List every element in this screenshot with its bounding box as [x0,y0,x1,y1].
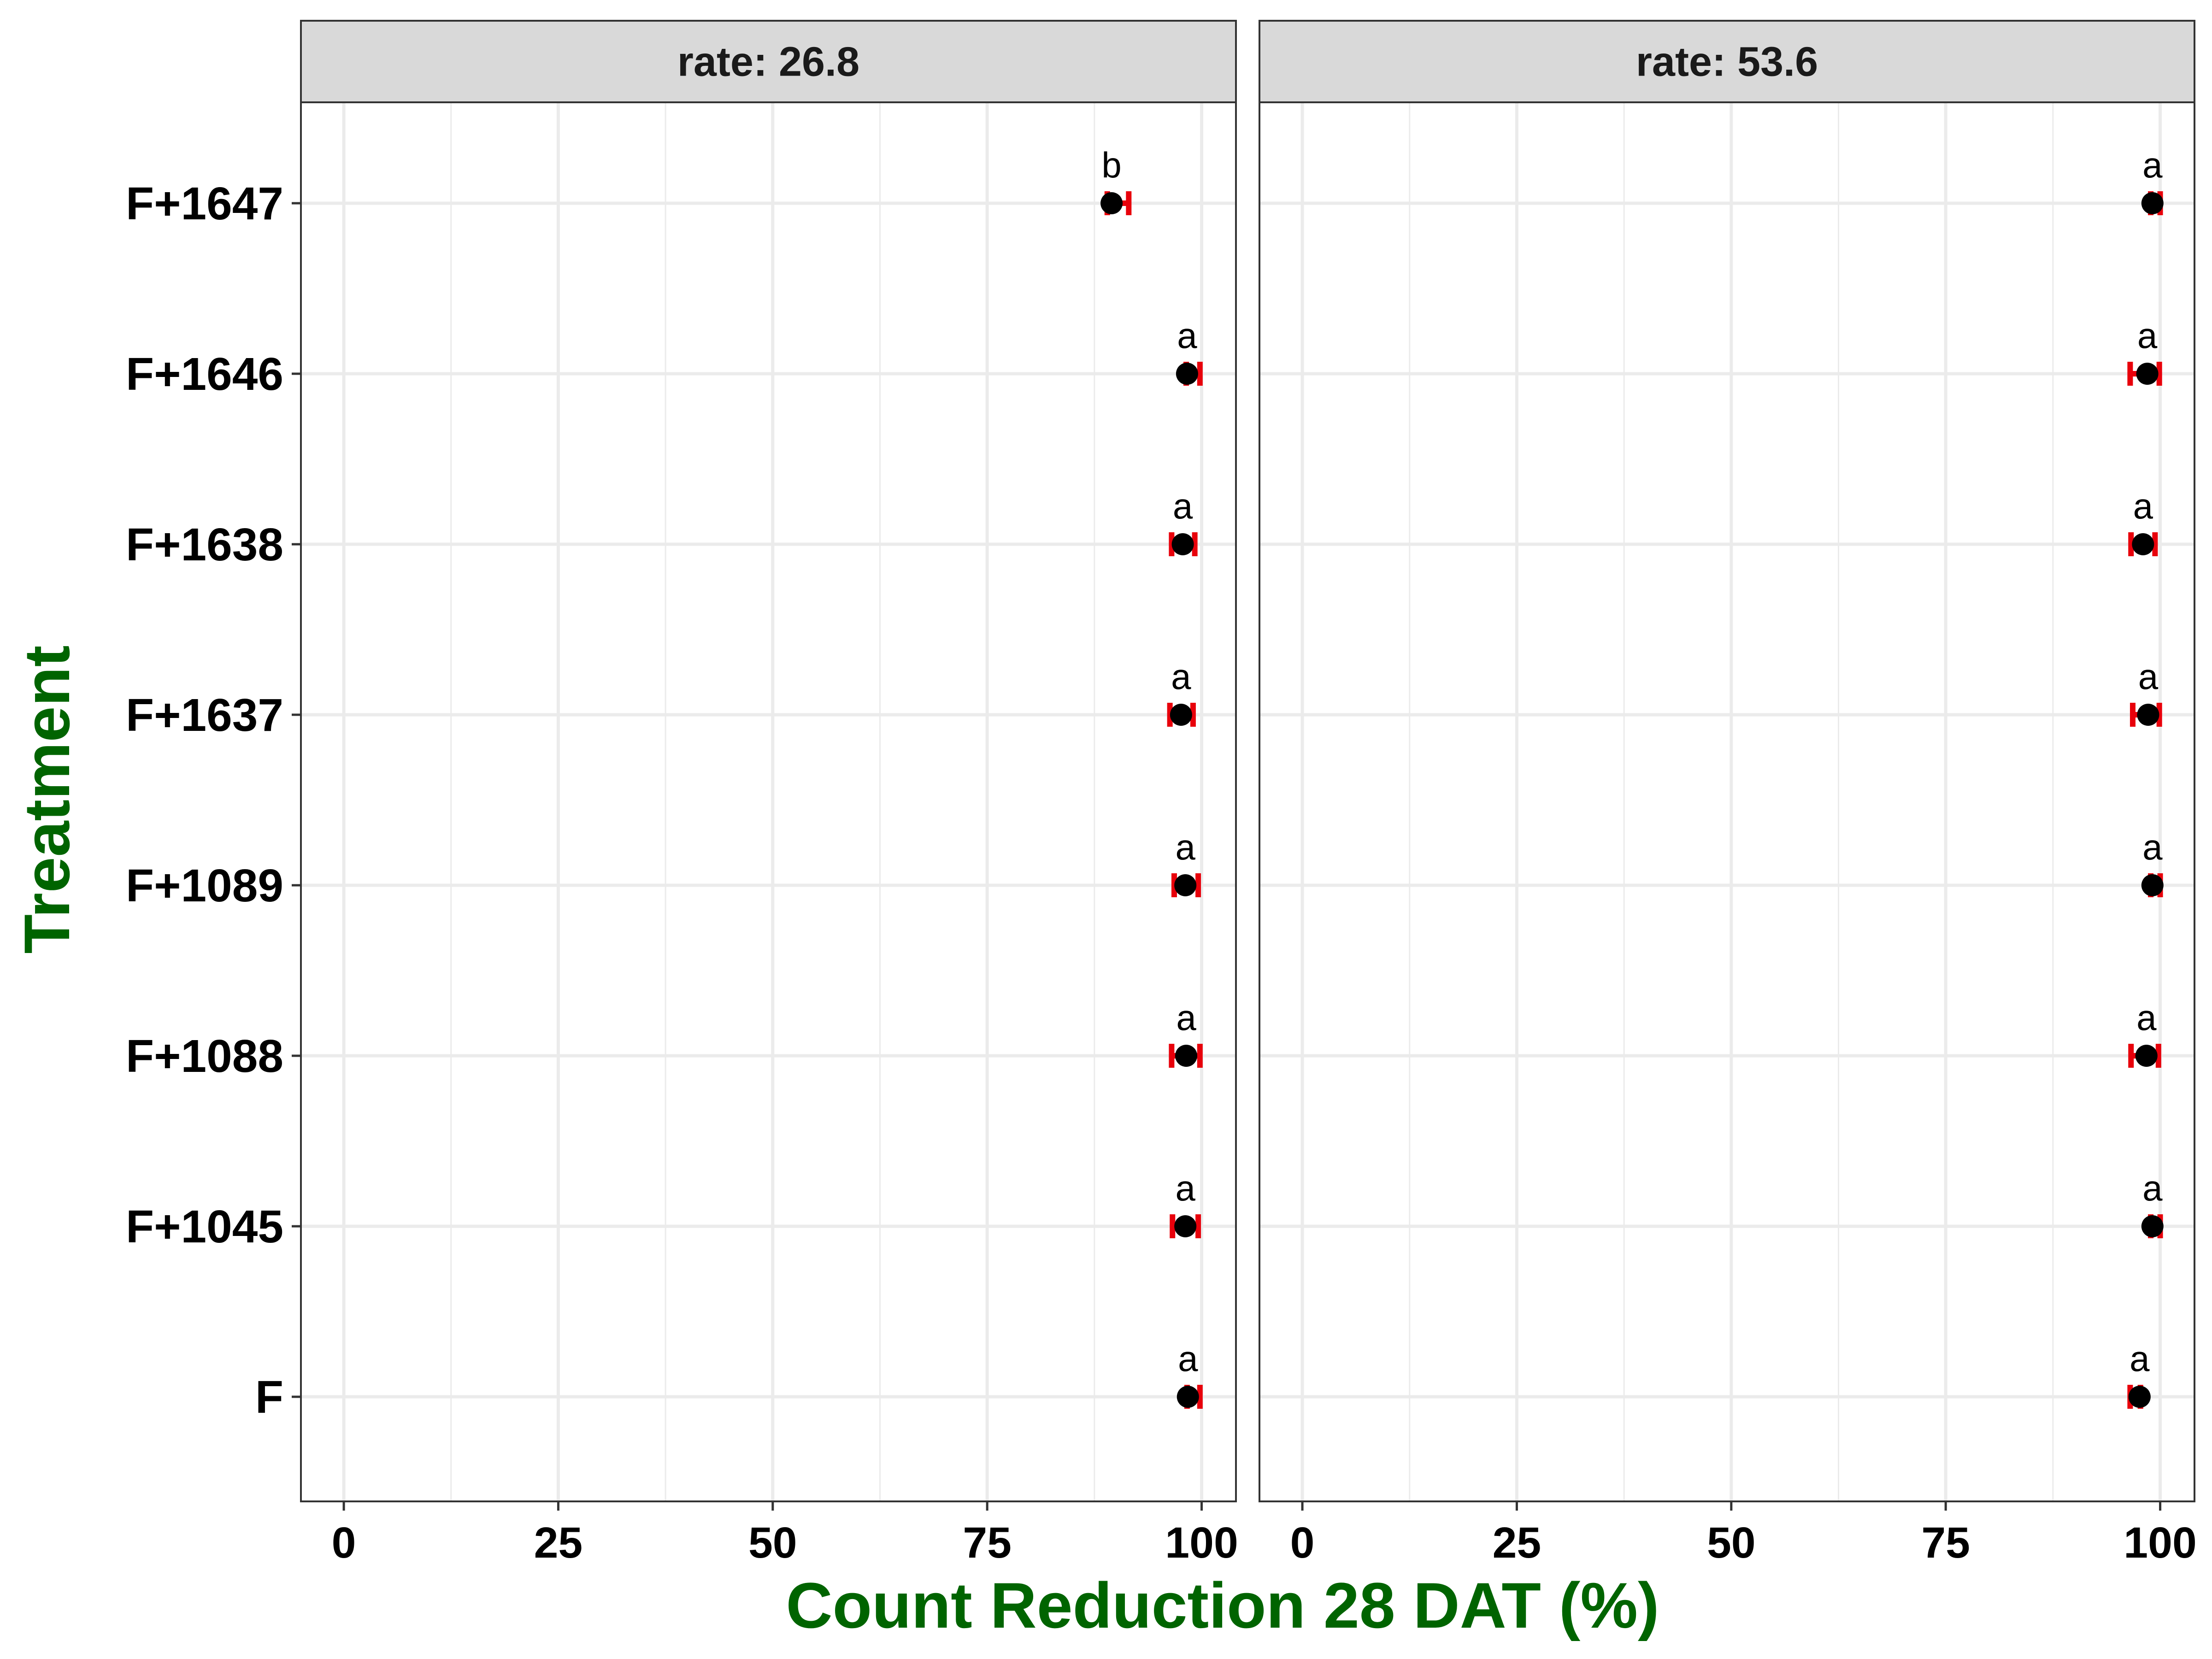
data-point [1174,874,1197,896]
group-letter: a [2142,145,2163,185]
data-point [1177,1386,1199,1408]
panel-2: a a a a a a a a rate: 53.6 0 25 50 75 100 [1259,20,2197,1567]
group-letter: a [1177,315,1197,356]
data-point [1176,363,1198,385]
data-point [2135,1045,2158,1067]
data-point [2141,874,2164,896]
x-tick-label: 75 [1921,1518,1970,1567]
group-letter: a [2142,827,2163,867]
data-point [2137,704,2159,726]
group-letter: a [2133,486,2153,526]
group-letter: a [1171,656,1191,697]
y-tick-label: F+1088 [126,1030,283,1082]
y-axis-title: Treatment [11,645,83,953]
facet-strip-label: rate: 53.6 [1636,39,1818,85]
y-tick-label: F [255,1371,283,1423]
group-letter: a [1178,1338,1198,1379]
panel-1: b a a a a a a a rate: 26.8 0 25 50 75 100 [300,20,1238,1567]
x-tick-label: 50 [1707,1518,1756,1567]
y-axis: F+1647 F+1646 F+1638 F+1637 F+1089 F+1088 F+10… [126,178,301,1423]
group-letter: a [2136,997,2157,1038]
panel-background [1259,102,2194,1501]
data-point [2132,533,2154,555]
group-letter: a [1173,486,1193,526]
y-tick-label: F+1638 [126,519,283,571]
group-letter: a [2137,315,2158,356]
group-letter: a [1176,997,1196,1038]
x-tick-label: 0 [332,1518,356,1567]
facet-strip [300,20,1237,103]
facet-strip-label: rate: 26.8 [677,39,859,85]
x-tick-label: 50 [748,1518,797,1567]
x-tick-label: 0 [1290,1518,1315,1567]
y-tick-label: F+1089 [126,860,283,912]
group-letter: a [1175,1168,1195,1208]
y-tick-label: F+1637 [126,689,283,741]
data-point [1100,192,1123,214]
data-point [2141,192,2164,214]
x-axis-title: Count Reduction 28 DAT (%) [786,1569,1659,1641]
x-tick-label: 25 [1493,1518,1541,1567]
data-point [2128,1386,2151,1408]
group-letter: a [2142,1168,2163,1208]
x-tick-label: 25 [534,1518,583,1567]
panel-background [301,102,1236,1501]
group-letter: a [1175,827,1195,867]
facet-strip [1259,20,2195,103]
data-point [1175,1045,1198,1067]
data-point [1171,533,1194,555]
data-point [2136,363,2159,385]
y-tick-label: F+1045 [126,1201,283,1253]
x-tick-label: 100 [2124,1518,2197,1567]
group-letter: a [2130,1338,2150,1379]
x-tick-label: 100 [1165,1518,1238,1567]
panels-layer: b a a a a a a a rate: 26.8 0 25 50 75 100 a a a a a a a a rate… [300,20,2197,1567]
y-tick-label: F+1647 [126,178,283,229]
group-letter: a [2138,656,2159,697]
group-letter: b [1101,145,1121,185]
x-tick-label: 75 [963,1518,1012,1567]
data-point [1174,1215,1197,1237]
data-point [1170,704,1192,726]
data-point [2141,1215,2164,1237]
y-tick-label: F+1646 [126,348,283,400]
